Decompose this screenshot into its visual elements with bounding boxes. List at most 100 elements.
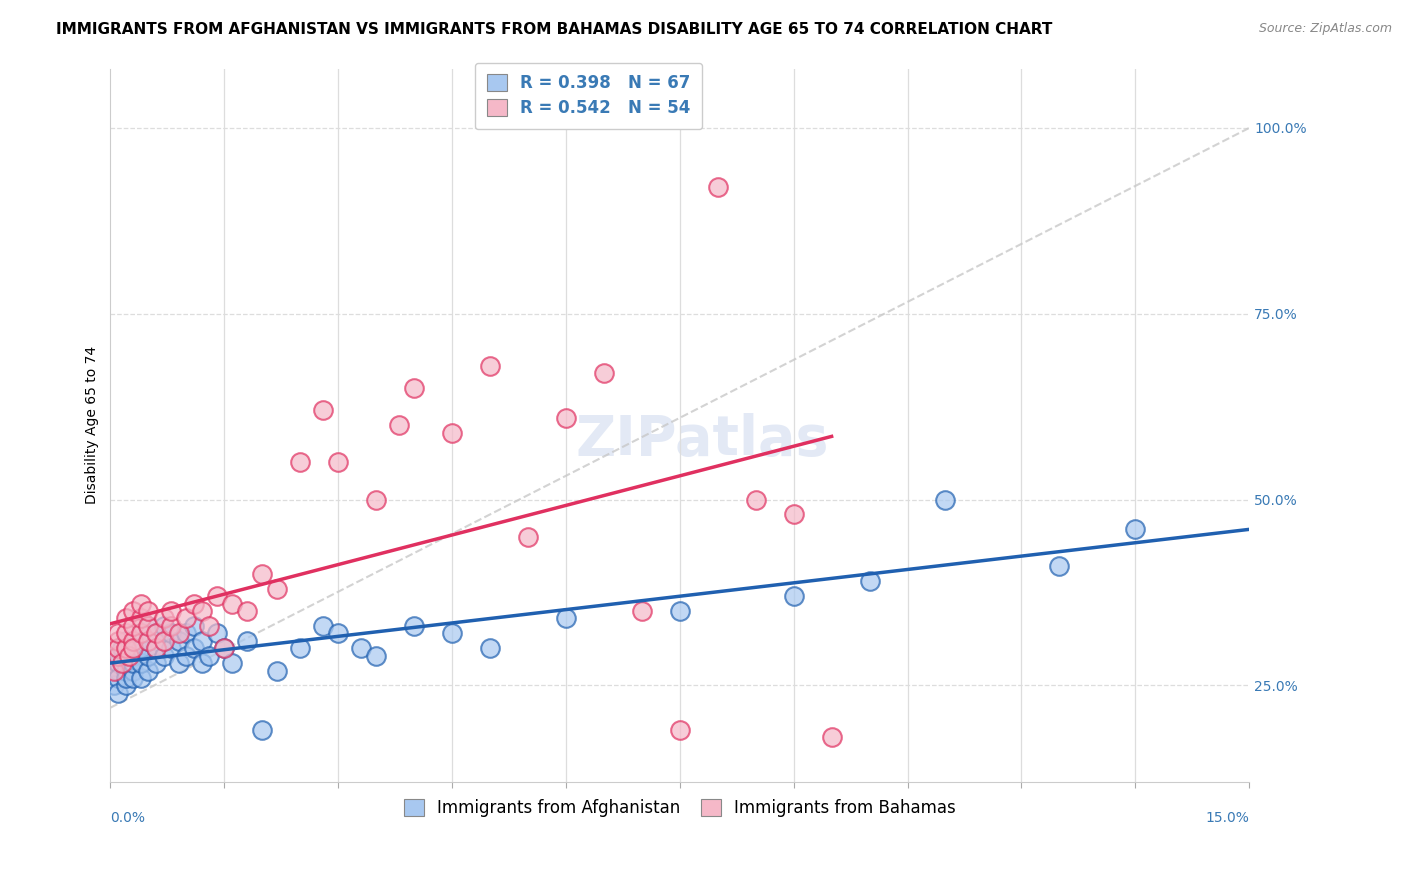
- Point: [183, 597, 205, 611]
- Point: [290, 641, 312, 656]
- Point: [145, 626, 167, 640]
- Point: [176, 648, 198, 663]
- Point: [630, 604, 652, 618]
- Point: [328, 626, 350, 640]
- Point: [183, 641, 205, 656]
- Point: [129, 671, 152, 685]
- Point: [190, 633, 212, 648]
- Point: [312, 403, 335, 417]
- Point: [138, 619, 160, 633]
- Point: [107, 664, 129, 678]
- Point: [198, 648, 221, 663]
- Point: [328, 455, 350, 469]
- Point: [252, 566, 274, 581]
- Point: [404, 381, 426, 395]
- Point: [706, 180, 728, 194]
- Point: [668, 604, 690, 618]
- Point: [160, 619, 183, 633]
- Point: [221, 656, 243, 670]
- Point: [236, 633, 259, 648]
- Point: [167, 633, 190, 648]
- Point: [266, 664, 288, 678]
- Point: [118, 641, 141, 656]
- Point: [145, 626, 167, 640]
- Point: [592, 366, 614, 380]
- Point: [152, 648, 174, 663]
- Point: [350, 641, 373, 656]
- Point: [129, 641, 152, 656]
- Point: [934, 492, 956, 507]
- Point: [129, 626, 152, 640]
- Point: [107, 656, 129, 670]
- Point: [554, 410, 576, 425]
- Text: ZIPatlas: ZIPatlas: [576, 412, 830, 467]
- Point: [145, 641, 167, 656]
- Point: [138, 633, 160, 648]
- Point: [122, 604, 145, 618]
- Point: [479, 359, 502, 373]
- Point: [205, 589, 228, 603]
- Point: [1123, 522, 1146, 536]
- Point: [152, 611, 174, 625]
- Point: [129, 597, 152, 611]
- Text: Source: ZipAtlas.com: Source: ZipAtlas.com: [1258, 22, 1392, 36]
- Point: [122, 633, 145, 648]
- Point: [114, 611, 136, 625]
- Point: [214, 641, 236, 656]
- Point: [441, 425, 464, 440]
- Text: IMMIGRANTS FROM AFGHANISTAN VS IMMIGRANTS FROM BAHAMAS DISABILITY AGE 65 TO 74 C: IMMIGRANTS FROM AFGHANISTAN VS IMMIGRANT…: [56, 22, 1053, 37]
- Point: [122, 648, 145, 663]
- Point: [290, 455, 312, 469]
- Legend: Immigrants from Afghanistan, Immigrants from Bahamas: Immigrants from Afghanistan, Immigrants …: [398, 792, 962, 823]
- Point: [176, 626, 198, 640]
- Point: [366, 648, 388, 663]
- Point: [152, 633, 174, 648]
- Point: [103, 664, 125, 678]
- Point: [366, 492, 388, 507]
- Point: [111, 641, 134, 656]
- Point: [125, 641, 148, 656]
- Point: [114, 671, 136, 685]
- Point: [205, 626, 228, 640]
- Point: [138, 633, 160, 648]
- Point: [782, 508, 804, 522]
- Point: [858, 574, 880, 589]
- Point: [236, 604, 259, 618]
- Point: [138, 664, 160, 678]
- Point: [145, 656, 167, 670]
- Point: [183, 619, 205, 633]
- Point: [152, 619, 174, 633]
- Point: [114, 678, 136, 692]
- Point: [145, 641, 167, 656]
- Point: [122, 633, 145, 648]
- Point: [103, 678, 125, 692]
- Point: [107, 648, 129, 663]
- Text: 0.0%: 0.0%: [111, 811, 145, 824]
- Point: [744, 492, 766, 507]
- Point: [152, 633, 174, 648]
- Point: [176, 611, 198, 625]
- Point: [114, 641, 136, 656]
- Point: [122, 619, 145, 633]
- Point: [388, 418, 411, 433]
- Point: [1047, 559, 1070, 574]
- Point: [190, 604, 212, 618]
- Point: [107, 686, 129, 700]
- Point: [111, 656, 134, 670]
- Point: [554, 611, 576, 625]
- Point: [107, 633, 129, 648]
- Point: [122, 664, 145, 678]
- Point: [441, 626, 464, 640]
- Point: [118, 648, 141, 663]
- Point: [138, 619, 160, 633]
- Point: [221, 597, 243, 611]
- Point: [107, 641, 129, 656]
- Point: [312, 619, 335, 633]
- Point: [160, 604, 183, 618]
- Point: [114, 664, 136, 678]
- Point: [214, 641, 236, 656]
- Point: [198, 619, 221, 633]
- Point: [160, 626, 183, 640]
- Point: [114, 626, 136, 640]
- Point: [129, 626, 152, 640]
